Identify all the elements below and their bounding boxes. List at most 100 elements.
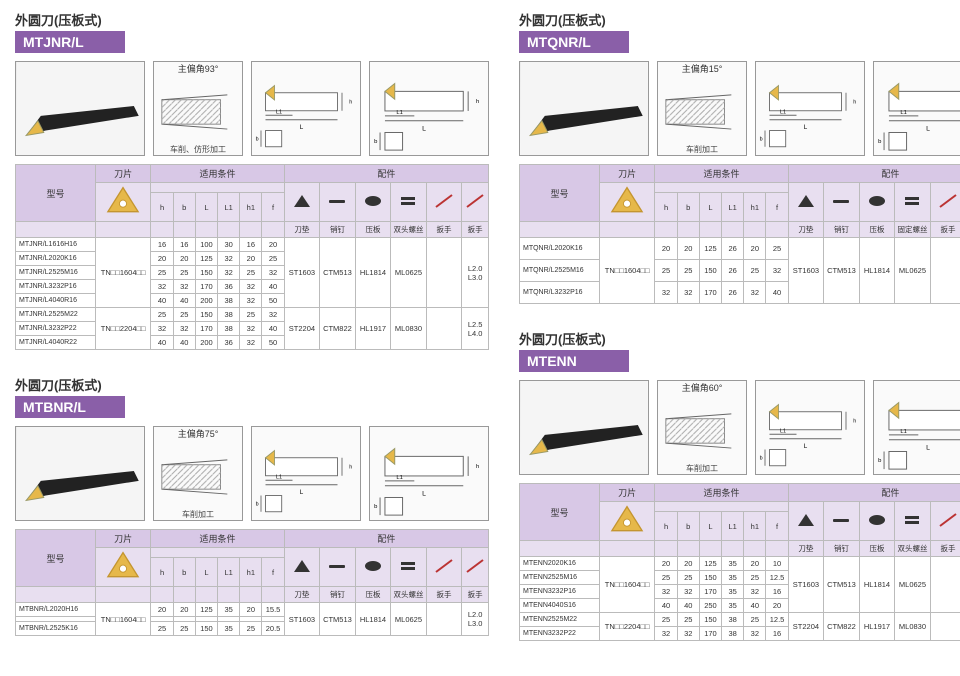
cell-model: MTBNR/L2525K16 [16,622,96,636]
cell-dim: 36 [218,336,240,350]
cell-dim: 32 [240,280,262,294]
svg-text:L: L [300,124,304,131]
svg-text:L1: L1 [900,429,907,435]
th-blank [766,541,788,557]
cell-dim: 40 [766,282,788,304]
cell-dim: 38 [218,308,240,322]
spec-table: 型号 刀片 适用条件 配件 hbLL1h1f 刀垫销钉压板双头螺丝扳手 扳手 M… [519,483,960,641]
cell-dim: 170 [195,280,217,294]
th-acc-img [355,548,391,587]
cell-dim: 40 [173,294,195,308]
cell-dim: 32 [151,322,173,336]
th-dim-h1: h1 [744,193,766,222]
svg-text:b: b [256,136,259,142]
th-acc: 配件 [788,484,960,502]
svg-text:L: L [300,489,304,496]
th-blank [16,587,96,603]
th-cond: 适用条件 [151,165,284,183]
th-blank [95,587,151,603]
cell-dim: 35 [722,571,744,585]
cell-dim: 50 [262,294,284,308]
th-acc-label: 销钉 [320,587,356,603]
cell-dim: 25 [262,252,284,266]
section-title-cn: 外圆刀(压板式) [15,10,489,29]
cell-acc: HL1917 [355,308,391,350]
th-acc-label: 销钉 [320,222,356,238]
cell-dim: 25 [173,622,195,636]
cell-model: MTJNR/L1616H16 [16,238,96,252]
svg-text:L: L [926,126,930,133]
th-dim-b: b [677,512,699,541]
th-acc-img [284,548,320,587]
cell-dim: 40 [173,336,195,350]
th-acc-label: 压板 [859,541,895,557]
th-dim-f: f [766,512,788,541]
svg-text:b: b [374,139,378,145]
th-dim-L1: L1 [218,193,240,222]
svg-text:h: h [476,464,479,470]
cell-dim: 32 [262,308,284,322]
cell-dim: 125 [195,603,217,617]
cell-dim: 40 [151,336,173,350]
cell-dim: 20 [151,603,173,617]
th-acc-label: 固定螺丝 [895,222,931,238]
cell-dim: 26 [722,260,744,282]
spec-row: MTENN2020K16TN□□1604□□2020125352010ST160… [520,557,960,571]
section-title-cn: 外圆刀(压板式) [519,10,960,29]
cell-dim: 20 [173,603,195,617]
cell-dim: 16 [240,238,262,252]
cell-dim: 20 [262,238,284,252]
angle-sub: 车削、仿形加工 [170,144,226,155]
th-acc-label: 销钉 [824,222,860,238]
cell-dim: 125 [699,557,721,571]
th-insert-img [599,502,655,541]
th-acc-label: 刀垫 [788,222,824,238]
cell-acc: CTM822 [824,613,860,641]
cell-dim: 20 [744,557,766,571]
cell-dim: 25 [151,622,173,636]
cell-dim: 26 [722,238,744,260]
cell-dim: 32 [151,280,173,294]
svg-text:L: L [804,124,808,131]
cell-dim: 20 [173,252,195,266]
cell-dim: 30 [218,238,240,252]
section-MTENN: 外圆刀(压板式) MTENN 主偏角60° 车削加工 L L1 h b L [519,329,960,641]
cell-dim: 32 [744,585,766,599]
cell-wrench: L2.0 L3.0 [462,603,489,636]
th-blank [151,587,173,603]
th-wrench-label: 扳手 [462,587,489,603]
th-dim-L: L [699,512,721,541]
cell-dim: 40 [744,599,766,613]
cell-dim: 20 [766,599,788,613]
cell-dim: 150 [699,571,721,585]
th-acc-label: 销钉 [824,541,860,557]
cell-dim: 25 [655,613,677,627]
cell-insert: TN□□2204□□ [599,613,655,641]
th-dim-h: h [151,558,173,587]
cell-dim: 16 [766,627,788,641]
cell-acc: ML0625 [895,557,931,613]
cell-acc [426,308,462,350]
cell-dim: 20.5 [262,622,284,636]
cell-acc: ML0625 [391,603,427,636]
th-acc-img [895,183,931,222]
angle-diagram: 主偏角15° 车削加工 [657,61,747,156]
cell-insert: TN□□2204□□ [95,308,151,350]
cell-acc [426,603,462,636]
cell-acc: ST1603 [284,238,320,308]
tool-photo [519,61,649,156]
cell-dim: 12.5 [766,571,788,585]
cell-model: MTQNR/L3232P16 [520,282,600,304]
cell-acc: ML0625 [391,238,427,308]
th-model: 型号 [520,165,600,222]
cell-dim: 38 [218,294,240,308]
spec-row: MTJNR/L1616H16TN□□1604□□1616100301620ST1… [16,238,489,252]
cell-dim: 40 [151,294,173,308]
cell-dim: 170 [699,585,721,599]
cell-acc [426,238,462,308]
cell-insert: TN□□1604□□ [95,603,151,636]
cell-dim: 200 [195,294,217,308]
angle-diagram: 主偏角75° 车削加工 [153,426,243,521]
th-model: 型号 [16,530,96,587]
th-dim-b: b [677,193,699,222]
